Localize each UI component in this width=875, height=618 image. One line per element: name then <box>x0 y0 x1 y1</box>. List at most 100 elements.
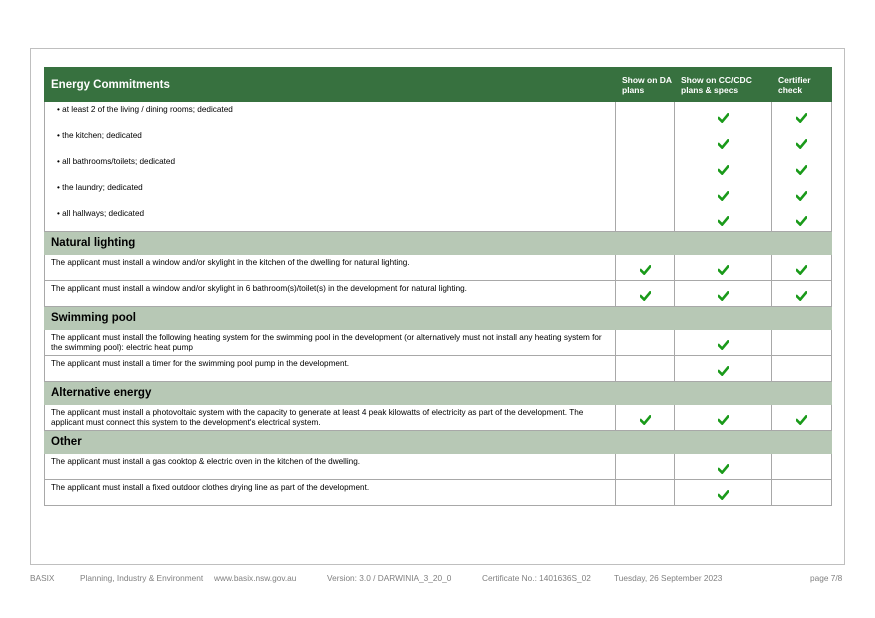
section-title: Other <box>44 430 832 454</box>
da-plans-cell <box>615 453 675 480</box>
check-icon <box>796 291 807 301</box>
table-row: The applicant must install the following… <box>44 329 832 356</box>
certifier-cell <box>771 153 832 180</box>
check-icon <box>796 216 807 226</box>
cc-cdc-cell <box>674 329 772 356</box>
check-icon <box>796 265 807 275</box>
check-icon <box>717 138 729 149</box>
check-icon <box>717 164 729 175</box>
table-row: The applicant must install a gas cooktop… <box>44 453 832 480</box>
check-icon <box>717 415 729 425</box>
table-row: The applicant must install a window and/… <box>44 280 832 307</box>
footer-date: Tuesday, 26 September 2023 <box>614 573 723 583</box>
da-plans-cell <box>615 179 675 206</box>
certifier-cell <box>771 453 832 480</box>
cc-cdc-cell <box>674 254 772 281</box>
commitment-text: The applicant must install a window and/… <box>44 280 616 307</box>
da-plans-cell <box>615 280 675 307</box>
table-body: • at least 2 of the living / dining room… <box>44 101 832 506</box>
commitment-text: The applicant must install a timer for t… <box>44 355 616 382</box>
cc-cdc-cell <box>674 453 772 480</box>
section-header-row: Swimming pool <box>44 306 832 330</box>
footer-certificate: Certificate No.: 1401636S_02 <box>482 573 591 583</box>
cc-cdc-cell <box>674 179 772 206</box>
commitment-text: The applicant must install the following… <box>44 329 616 356</box>
certifier-cell <box>771 127 832 154</box>
cc-cdc-cell <box>674 355 772 382</box>
footer-version: Version: 3.0 / DARWINIA_3_20_0 <box>327 573 452 583</box>
table-row: • the kitchen; dedicated <box>44 127 832 154</box>
cc-cdc-cell <box>674 101 772 128</box>
check-icon <box>796 415 807 425</box>
check-icon <box>639 265 651 275</box>
col-header-certifier-check: Certifier check <box>771 67 832 102</box>
table-row: • the laundry; dedicated <box>44 179 832 206</box>
commitment-text: The applicant must install a window and/… <box>44 254 616 281</box>
da-plans-cell <box>615 355 675 382</box>
da-plans-cell <box>615 254 675 281</box>
section-title: Swimming pool <box>44 306 832 330</box>
da-plans-cell <box>615 329 675 356</box>
cc-cdc-cell <box>674 479 772 506</box>
certifier-cell <box>771 179 832 206</box>
check-icon <box>717 490 729 500</box>
col-header-da-plans: Show on DA plans <box>615 67 675 102</box>
footer-page-number: page 7/8 <box>810 573 843 583</box>
certifier-cell <box>771 355 832 382</box>
cc-cdc-cell <box>674 280 772 307</box>
table-row: The applicant must install a fixed outdo… <box>44 479 832 506</box>
footer-website[interactable]: www.basix.nsw.gov.au <box>214 573 297 583</box>
check-icon <box>796 190 807 201</box>
certifier-cell <box>771 254 832 281</box>
check-icon <box>717 464 729 474</box>
section-title: Natural lighting <box>44 231 832 255</box>
certifier-cell <box>771 280 832 307</box>
table-row: • all bathrooms/toilets; dedicated <box>44 153 832 180</box>
page-frame <box>30 48 845 565</box>
commitment-text: The applicant must install a gas cooktop… <box>44 453 616 480</box>
table-row: The applicant must install a photovoltai… <box>44 404 832 431</box>
bullet-item-text: • all hallways; dedicated <box>44 205 616 232</box>
check-icon <box>717 340 729 350</box>
da-plans-cell <box>615 127 675 154</box>
check-icon <box>717 190 729 201</box>
bullet-item-text: • the laundry; dedicated <box>44 179 616 206</box>
da-plans-cell <box>615 153 675 180</box>
table-row: The applicant must install a timer for t… <box>44 355 832 382</box>
table-row: The applicant must install a window and/… <box>44 254 832 281</box>
commitment-text: The applicant must install a photovoltai… <box>44 404 616 431</box>
da-plans-cell <box>615 404 675 431</box>
cc-cdc-cell <box>674 153 772 180</box>
table-row: • all hallways; dedicated <box>44 205 832 232</box>
da-plans-cell <box>615 479 675 506</box>
check-icon <box>717 366 729 376</box>
table-title: Energy Commitments <box>44 67 616 102</box>
commitment-text: The applicant must install a fixed outdo… <box>44 479 616 506</box>
certifier-cell <box>771 101 832 128</box>
check-icon <box>717 112 729 123</box>
cc-cdc-cell <box>674 404 772 431</box>
certifier-cell <box>771 404 832 431</box>
check-icon <box>717 291 729 301</box>
section-title: Alternative energy <box>44 381 832 405</box>
check-icon <box>796 164 807 175</box>
section-header-row: Alternative energy <box>44 381 832 405</box>
da-plans-cell <box>615 101 675 128</box>
table-row: • at least 2 of the living / dining room… <box>44 101 832 128</box>
certifier-cell <box>771 205 832 232</box>
check-icon <box>639 291 651 301</box>
col-header-cc-cdc-plans: Show on CC/CDC plans & specs <box>674 67 772 102</box>
check-icon <box>717 265 729 275</box>
table-header-row: Energy Commitments Show on DA plans Show… <box>44 67 832 102</box>
bullet-item-text: • all bathrooms/toilets; dedicated <box>44 153 616 180</box>
cc-cdc-cell <box>674 127 772 154</box>
certifier-cell <box>771 479 832 506</box>
da-plans-cell <box>615 205 675 232</box>
footer-basix: BASIX <box>30 573 55 583</box>
footer-department: Planning, Industry & Environment <box>80 573 204 583</box>
certifier-cell <box>771 329 832 356</box>
bullet-item-text: • the kitchen; dedicated <box>44 127 616 154</box>
check-icon <box>796 112 807 123</box>
check-icon <box>796 138 807 149</box>
energy-commitments-table: Energy Commitments Show on DA plans Show… <box>44 67 832 506</box>
